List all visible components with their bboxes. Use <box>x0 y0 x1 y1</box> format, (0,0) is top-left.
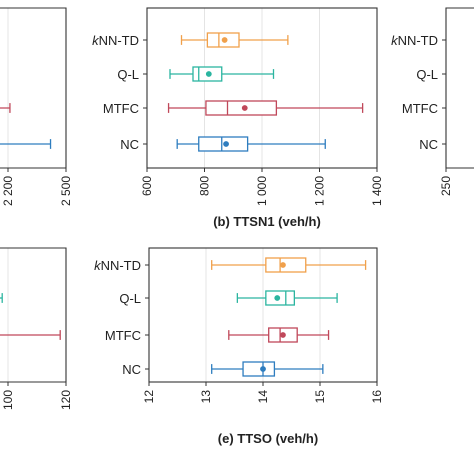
panel-e-xtick-label: 12 <box>142 390 156 404</box>
panel-d: 100 120 <box>0 247 73 410</box>
panel-c-row-label: Q-L <box>416 67 438 82</box>
panel-b-xtick-label: 1 000 <box>255 176 269 206</box>
panel-e-row-label: MTFC <box>105 328 141 343</box>
panel-e-MTFC-mean-dot <box>280 332 286 338</box>
row-label-rest: NN-TD <box>398 33 438 48</box>
panel-b-xtick-label: 600 <box>140 176 154 196</box>
panel-e-kNN-TD-mean-dot <box>280 262 286 268</box>
panel-e-xtick-label: 13 <box>199 390 213 404</box>
panel-b: 600 800 1 000 1 200 1 400 (b) TTSN1 (veh/h) <box>140 7 384 229</box>
panel-c-xtick-label: 250 <box>439 176 453 196</box>
panel-b-Q-L-mean-dot <box>205 71 212 77</box>
panel-c: 250 <box>439 7 474 196</box>
panel-b-xtick-label: 1 200 <box>313 176 327 206</box>
panel-c-row-label: MTFC <box>402 101 438 116</box>
panel-c-row-label: NC <box>419 137 438 152</box>
row-label-rest: NN-TD <box>99 33 139 48</box>
panel-a-xtick-label: 2 200 <box>1 176 15 206</box>
panel-b-row-label: Q-L <box>117 67 139 82</box>
row-label-k: k <box>391 33 399 48</box>
panel-a-frame <box>0 7 67 169</box>
panel-e-xtick-label: 16 <box>370 390 384 404</box>
panel-e-NC-mean-dot <box>260 366 266 372</box>
row-label-k: k <box>94 258 102 273</box>
panel-d-xtick-label: 120 <box>59 390 73 410</box>
row-label-rest: NN-TD <box>101 258 141 273</box>
panel-a: 2 200 2 500 <box>0 7 73 206</box>
panel-b-NC-mean-dot <box>223 141 229 147</box>
panel-e-row-label: Q-L <box>119 291 141 306</box>
panel-e-row-label: kNN-TD <box>94 258 141 273</box>
panel-e: 12 13 14 15 16 (e) TTSO (veh/h) <box>142 247 384 446</box>
panel-c-frame <box>445 7 474 169</box>
panel-b-MTFC-mean-dot <box>241 105 248 111</box>
panel-e-xlabel: (e) TTSO (veh/h) <box>218 431 318 446</box>
panel-d-xtick-label: 100 <box>1 390 15 410</box>
panel-e-NC-box <box>242 361 276 377</box>
panel-b-row-label: NC <box>120 137 139 152</box>
panel-e-xtick-label: 14 <box>256 390 270 404</box>
panel-b-kNN-TD-mean-dot <box>221 37 228 43</box>
panel-e-Q-L-mean-dot <box>274 295 281 301</box>
panel-b-row-label: kNN-TD <box>92 33 139 48</box>
panel-c-row-label: kNN-TD <box>391 33 438 48</box>
panel-e-row-label: NC <box>122 362 141 377</box>
panel-b-xtick-label: 800 <box>198 176 212 196</box>
panel-a-xtick-label: 2 500 <box>59 176 73 206</box>
panel-b-row-label: MTFC <box>103 101 139 116</box>
panel-b-xlabel: (b) TTSN1 (veh/h) <box>213 214 321 229</box>
row-label-k: k <box>92 33 100 48</box>
panel-d-frame <box>0 247 67 383</box>
panel-e-xtick-label: 15 <box>313 390 327 404</box>
panel-b-xtick-label: 1 400 <box>370 176 384 206</box>
panel-b-MTFC-box <box>205 100 278 116</box>
